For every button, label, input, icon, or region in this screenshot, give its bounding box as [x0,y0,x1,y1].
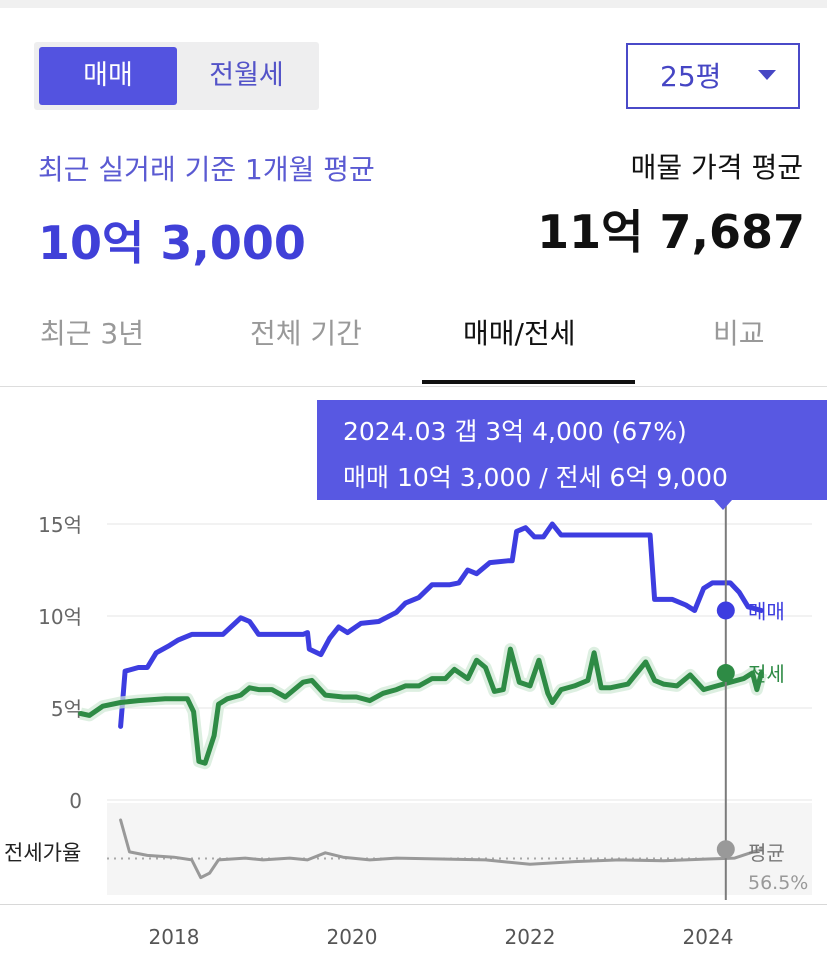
tab-sale-jeonse[interactable]: 매매/전세 [463,317,576,350]
series-line-2 [119,818,763,880]
y-tick-label: 5억 [51,697,82,721]
jeonse-range-band [79,643,768,770]
series-line-0 [118,521,764,729]
listing-average-value: 11억 7,687 [537,205,805,259]
series-label-1: 전세 [748,662,785,686]
ratio-band-background [107,803,812,895]
x-tick-label: 2022 [505,925,556,949]
series-end-dot-1 [716,664,735,683]
tab-recent-3y[interactable]: 최근 3년 [40,317,144,350]
y-tick-label: 10억 [38,605,82,629]
chart-tooltip: 2024.03 갭 3억 4,000 (67%) 매매 10억 3,000 / … [317,400,827,510]
toggle-rent-button[interactable]: 전월세 [209,60,284,91]
area-select-value: 25평 [660,60,722,93]
period-tabs: 최근 3년 전체 기간 매매/전세 비교 [0,290,827,387]
x-tick-label: 2024 [683,925,734,949]
listing-average-label: 매물 가격 평균 [630,151,803,184]
tab-all-period[interactable]: 전체 기간 [250,317,362,350]
active-tab-indicator [422,380,635,384]
series-end-dot-0 [716,601,735,620]
ratio-average-label: 평균 [748,841,785,865]
ratio-band-label: 전세가율 [4,841,81,865]
caret-down-icon [758,70,776,80]
y-tick-label: 0 [69,789,82,813]
recent-average-label: 최근 실거래 기준 1개월 평균 [38,153,375,186]
recent-average-value: 10억 3,000 [38,216,306,270]
series-label-0: 매매 [748,599,785,623]
area-select[interactable]: 25평 [626,43,800,109]
tooltip-price-line: 매매 10억 3,000 / 전세 6억 9,000 [343,463,728,492]
series-line-1 [78,646,764,766]
ratio-average-value: 56.5% [748,872,808,894]
x-tick-label: 2020 [327,925,378,949]
x-axis-baseline [0,904,827,905]
toggle-sale-button[interactable]: 매매 [39,47,177,105]
x-tick-label: 2018 [149,925,200,949]
top-divider [0,0,827,8]
tab-compare[interactable]: 비교 [713,317,765,350]
tooltip-arrow [714,500,732,510]
tooltip-gap-line: 2024.03 갭 3억 4,000 (67%) [343,417,687,446]
y-tick-label: 15억 [38,513,82,537]
trade-type-toggle: 매매 전월세 [34,42,319,110]
series-end-dot-2 [716,840,735,859]
